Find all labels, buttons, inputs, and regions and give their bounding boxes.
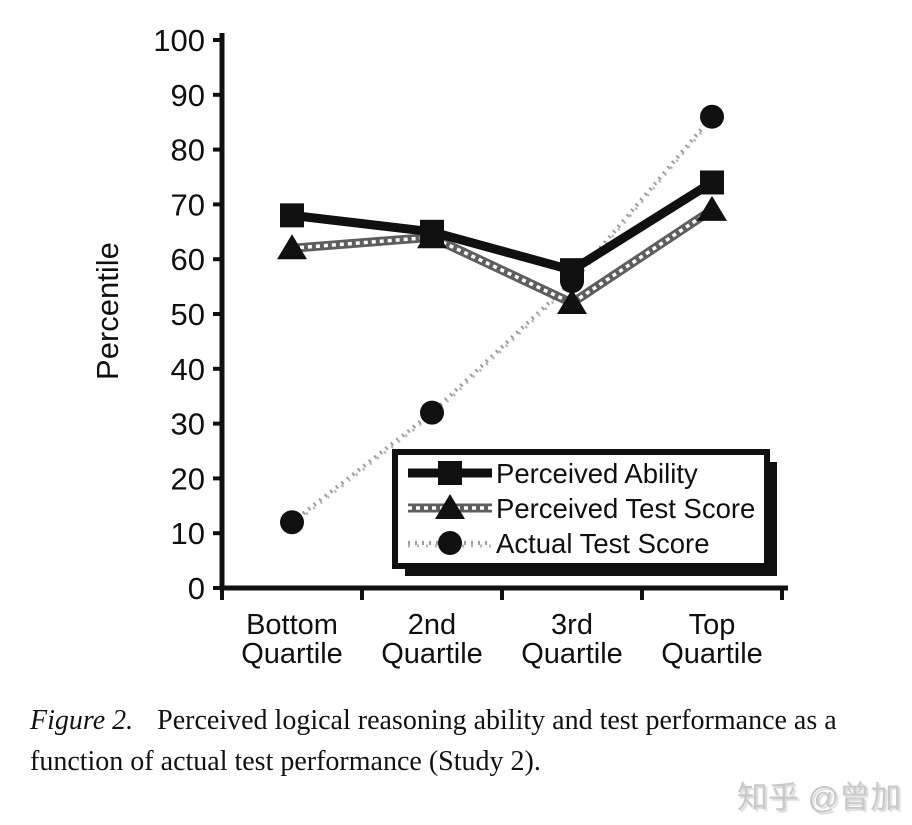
marker-triangle-perceived-test-score [697,195,727,221]
percentile-line-chart: 0 10 20 30 40 50 60 70 80 90 100 Bottom Quartile 2nd Q… [90,23,788,670]
x-category-label: 2nd Quartile [381,609,483,670]
marker-triangle-legend-perceived-test-score [435,494,465,519]
x-category-label: Top Quartile [661,609,763,670]
x-category-label: 3rd Quartile [521,609,623,670]
y-tick-label: 40 [171,352,205,387]
marker-square-perceived-ability [700,170,724,195]
legend-label: Actual Test Score [496,528,710,559]
marker-circle-actual-test-score [280,510,304,535]
y-tick-label: 90 [171,78,205,113]
line-perceived-ability [291,178,715,275]
marker-triangle-perceived-test-score [277,234,307,260]
marker-circle-actual-test-score [700,104,724,129]
marker-square-perceived-ability [420,219,444,244]
line-actual-test-score [290,115,714,524]
y-tick-label: 50 [171,297,205,332]
marker-circle-legend-actual-test-score [438,531,462,555]
zhihu-watermark: 知乎 @曾加 [737,780,902,815]
y-tick-label: 30 [171,407,205,442]
legend-label: Perceived Test Score [496,493,755,524]
y-tick-label: 70 [171,187,205,222]
caption-line2: function of actual test performance (Stu… [30,746,541,777]
caption-line1: Perceived logical reasoning ability and … [157,705,837,736]
line-texture-actual-test-score [291,118,714,527]
marker-circle-actual-test-score [420,400,444,425]
x-category-label: Bottom Quartile [241,609,343,670]
y-axis-title: Percentile [90,242,125,380]
marker-square-legend-perceived-ability [438,461,462,485]
marker-triangle-perceived-test-score [557,289,587,315]
marker-circle-actual-test-score [560,269,584,294]
y-tick-label: 0 [188,571,205,606]
caption-figure-label: Figure 2. [30,705,134,736]
figure-caption: Figure 2. Perceived logical reasoning abi… [30,700,912,782]
line-texture-perceived-test-score [291,208,713,306]
y-tick-label: 20 [171,461,205,496]
y-tick-label: 100 [153,23,205,58]
legend-label: Perceived Ability [496,458,698,489]
y-tick-label: 10 [171,516,205,551]
y-tick-label: 60 [171,242,205,277]
y-tick-label: 80 [171,133,205,168]
marker-square-perceived-ability [280,203,304,228]
